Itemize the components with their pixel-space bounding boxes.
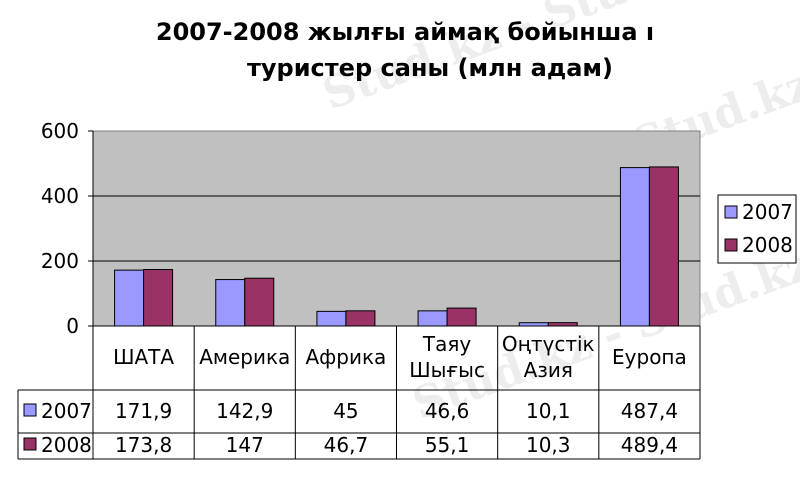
bar-2007-0 [114,269,145,327]
chart-title-line-1: 2007-2008 жылғы аймақ бойынша ı [156,18,654,46]
category-label: Еуропа [612,345,687,369]
legend: 2007 2008 [717,194,797,264]
table-cell-value: 171,9 [115,399,172,423]
category-label: Оңтүстік [502,332,595,356]
table-cell-value: 147 [226,433,264,457]
table-cell-value: 10,3 [526,433,571,457]
y-tick-label: 0 [66,314,79,338]
bar-2008-0 [143,269,174,327]
legend-label: 2008 [742,233,793,257]
category-label: Африка [306,345,387,369]
y-tick-label: 200 [41,249,79,273]
table-cell-value: 10,1 [526,399,571,423]
table-cell-value: 173,8 [115,433,172,457]
legend-label: 2007 [742,200,793,224]
y-axis-ticks: 0 200 400 600 [41,119,94,338]
table-legend-key [23,403,37,417]
plot-area [92,130,701,327]
bars [114,166,679,327]
bar-2008-3 [446,307,477,327]
category-label: Америка [199,345,290,369]
table-cell-value: 489,4 [621,433,678,457]
chart-title-line-2: туристер саны (млн адам) [247,54,613,82]
category-label: Шығыс [409,358,485,382]
table-cell-value: 46,7 [324,433,369,457]
category-label: ШАТА [113,345,174,369]
bar-2007-5 [619,167,650,327]
table-cell-value: 142,9 [216,399,273,423]
table-series-name: 2007 [41,399,92,423]
table-cell-value: 45 [333,399,358,423]
bar-2007-1 [215,279,246,327]
table-cell-value: 55,1 [425,433,470,457]
gridlines [93,195,700,262]
legend-key [724,238,738,252]
table-legend-key [23,437,37,451]
legend-key [724,205,738,219]
bar-2008-5 [648,166,679,327]
bar-2008-2 [345,310,376,327]
bar-2008-1 [244,277,275,327]
y-tick-label: 600 [41,119,79,143]
table-cell-value: 46,6 [425,399,470,423]
table-series-name: 2008 [41,433,92,457]
y-tick-label: 400 [41,184,79,208]
table-cell-value: 487,4 [621,399,678,423]
category-label: Таяу [422,332,472,356]
bar-2007-3 [417,310,448,327]
bar-2008-4 [547,322,578,327]
bar-2007-2 [316,310,347,327]
category-label: Азия [524,358,573,382]
